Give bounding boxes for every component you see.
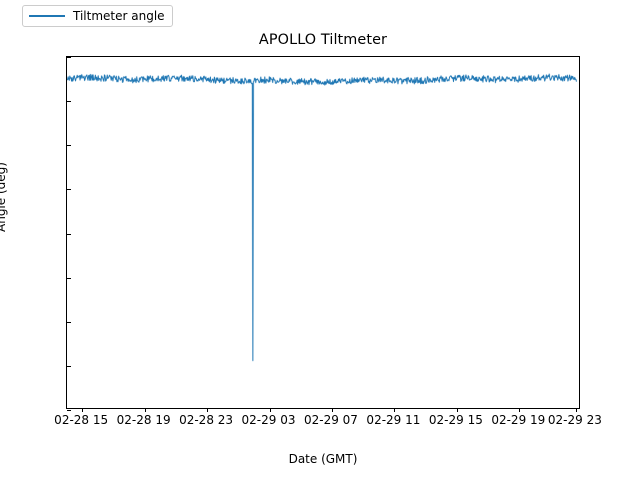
page-title: APOLLO Tiltmeter xyxy=(258,32,388,48)
chart-legend: Tiltmeter angle xyxy=(22,5,173,27)
tiltmeter-angle-line-series xyxy=(67,57,579,408)
x-axis-tick-label: 02-29 23 xyxy=(547,413,602,427)
legend-line-swatch-icon xyxy=(29,15,65,17)
y-axis-tick xyxy=(67,101,71,103)
y-axis-tick xyxy=(67,233,71,235)
x-axis-tick-label: 02-28 15 xyxy=(54,413,109,427)
x-axis-tick-label: 02-29 19 xyxy=(491,413,546,427)
y-axis-label: Angle (deg) xyxy=(0,162,8,232)
x-axis-tick-label: 02-29 03 xyxy=(241,413,296,427)
y-axis-tick xyxy=(67,321,71,323)
y-axis-tick xyxy=(67,365,71,367)
y-axis-tick xyxy=(67,410,71,411)
x-axis-tick-label: 02-29 11 xyxy=(366,413,421,427)
x-axis-tick xyxy=(575,408,577,412)
x-axis-label: Date (GMT) xyxy=(288,452,358,466)
x-axis-tick xyxy=(144,408,146,412)
x-axis-tick xyxy=(394,408,396,412)
x-axis-tick-label: 02-29 07 xyxy=(303,413,358,427)
y-axis-tick xyxy=(67,189,71,191)
x-axis-tick xyxy=(207,408,209,412)
x-axis-tick-label: 02-28 19 xyxy=(116,413,171,427)
legend-item-label: Tiltmeter angle xyxy=(73,9,165,23)
x-axis-tick xyxy=(269,408,271,412)
x-axis-tick xyxy=(456,408,458,412)
x-axis-tick xyxy=(82,408,84,412)
y-axis-tick xyxy=(67,277,71,279)
x-axis-tick xyxy=(519,408,521,412)
y-axis-tick xyxy=(67,57,71,58)
x-axis-tick xyxy=(331,408,333,412)
x-axis-tick-label: 02-28 23 xyxy=(179,413,234,427)
x-axis-tick-label: 02-29 15 xyxy=(428,413,483,427)
y-axis-tick xyxy=(67,145,71,147)
plot-axes xyxy=(66,56,580,412)
